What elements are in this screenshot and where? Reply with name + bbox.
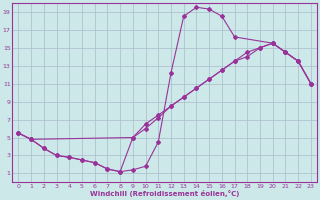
X-axis label: Windchill (Refroidissement éolien,°C): Windchill (Refroidissement éolien,°C) [90,190,239,197]
